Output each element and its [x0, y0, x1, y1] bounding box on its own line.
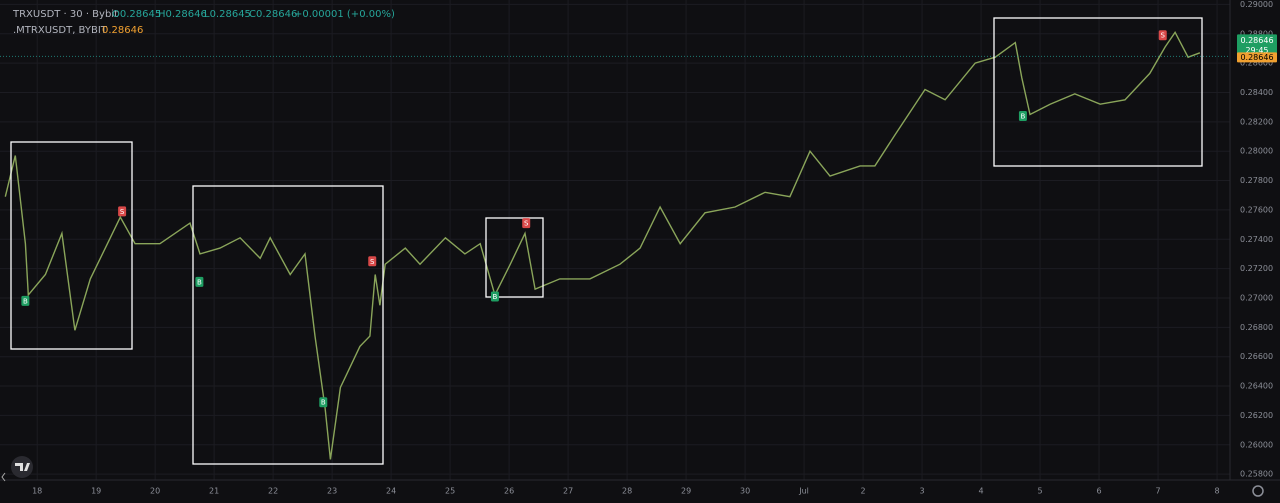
- x-tick-label: 3: [920, 487, 925, 496]
- x-tick-label: 4: [979, 487, 984, 496]
- scroll-left[interactable]: [1, 472, 6, 482]
- indicator-value: 0.28646: [102, 25, 143, 36]
- signal-marker: [368, 256, 377, 267]
- x-tick-label: 5: [1037, 487, 1042, 496]
- y-tick-label: 0.27000: [1240, 293, 1273, 302]
- signal-marker: [195, 276, 204, 287]
- symbol: TRXUSDT · 30 · Bybit: [12, 9, 118, 20]
- x-tick-label: 29: [681, 487, 691, 496]
- y-tick-label: 0.28800: [1240, 29, 1273, 38]
- x-tick-label: 23: [327, 487, 337, 496]
- x-tick-label: 30: [740, 487, 750, 496]
- tv-logo[interactable]: [11, 456, 33, 478]
- high: H0.28646: [158, 9, 207, 20]
- y-tick-label: 0.28400: [1240, 88, 1273, 97]
- signal-label: S: [1161, 32, 1166, 40]
- y-tick-label: 0.26800: [1240, 323, 1273, 332]
- signal-label: B: [1021, 112, 1026, 120]
- x-tick-label: 2: [861, 487, 866, 496]
- signal-marker: [1158, 30, 1167, 41]
- open: O0.28645: [112, 9, 161, 20]
- x-tick-label: 21: [209, 487, 219, 496]
- y-tick-label: 0.27200: [1240, 264, 1273, 273]
- box: [192, 185, 384, 465]
- x-tick-label: 18: [32, 487, 42, 496]
- y-tick-label: 0.27400: [1240, 235, 1273, 244]
- x-tick-label: 28: [622, 487, 632, 496]
- settings[interactable]: [1252, 485, 1264, 497]
- indicator-name: .MTRXUSDT, BYBIT: [13, 25, 108, 36]
- signal-marker: [522, 218, 531, 229]
- annotation-boxes: [10, 17, 1203, 465]
- y-tick-label: 0.26600: [1240, 352, 1273, 361]
- y-tick-label: 0.25800: [1240, 470, 1273, 479]
- x-tick-label: 8: [1214, 487, 1219, 496]
- signal-label: S: [120, 208, 125, 216]
- y-tick-label: 0.27800: [1240, 176, 1273, 185]
- x-tick-label: 24: [386, 487, 396, 496]
- y-tick-label: 0.28600: [1240, 59, 1273, 68]
- signal-marker: [1018, 110, 1027, 121]
- signal-label: B: [493, 293, 498, 301]
- y-tick-label: 0.28200: [1240, 117, 1273, 126]
- x-tick-label: 19: [91, 487, 101, 496]
- x-tick-label: 27: [563, 487, 573, 496]
- indicator-price-box: [1237, 52, 1277, 63]
- logo-mark[interactable]: [15, 463, 30, 471]
- box: [993, 17, 1203, 167]
- signal-label: B: [321, 399, 326, 407]
- signal-label: B: [23, 297, 28, 305]
- signal-marker: [118, 206, 127, 217]
- y-tick-label: 0.26200: [1240, 411, 1273, 420]
- x-tick-label: 22: [268, 487, 278, 496]
- signal-label: S: [524, 220, 529, 228]
- x-tick-label: 7: [1155, 487, 1160, 496]
- last-price-label: 0.28646: [1240, 36, 1273, 45]
- x-tick-label: 6: [1096, 487, 1101, 496]
- countdown: 29:45: [1245, 46, 1268, 55]
- y-tick-label: 0.28000: [1240, 147, 1273, 156]
- low: L0.28645: [204, 9, 251, 20]
- last-price-box: [1237, 34, 1277, 57]
- x-tick-label: 26: [504, 487, 514, 496]
- signal-marker: [21, 295, 30, 306]
- signal-marker: [319, 397, 328, 408]
- y-tick-label: 0.26400: [1240, 382, 1273, 391]
- box: [485, 217, 544, 298]
- signal-label: B: [197, 278, 202, 286]
- box: [10, 141, 133, 350]
- close: C0.28646: [249, 9, 297, 20]
- y-tick-label: 0.29000: [1240, 0, 1273, 9]
- y-tick-label: 0.27600: [1240, 205, 1273, 214]
- x-tick-label: Jul: [798, 487, 809, 496]
- signal-marker: [490, 291, 499, 302]
- change: +0.00001 (+0.00%): [294, 9, 395, 20]
- indicator-price-label: 0.28646: [1240, 53, 1273, 62]
- x-tick-label: 20: [150, 487, 160, 496]
- x-tick-label: 25: [445, 487, 455, 496]
- signal-label: S: [370, 258, 375, 266]
- y-tick-label: 0.26000: [1240, 440, 1273, 449]
